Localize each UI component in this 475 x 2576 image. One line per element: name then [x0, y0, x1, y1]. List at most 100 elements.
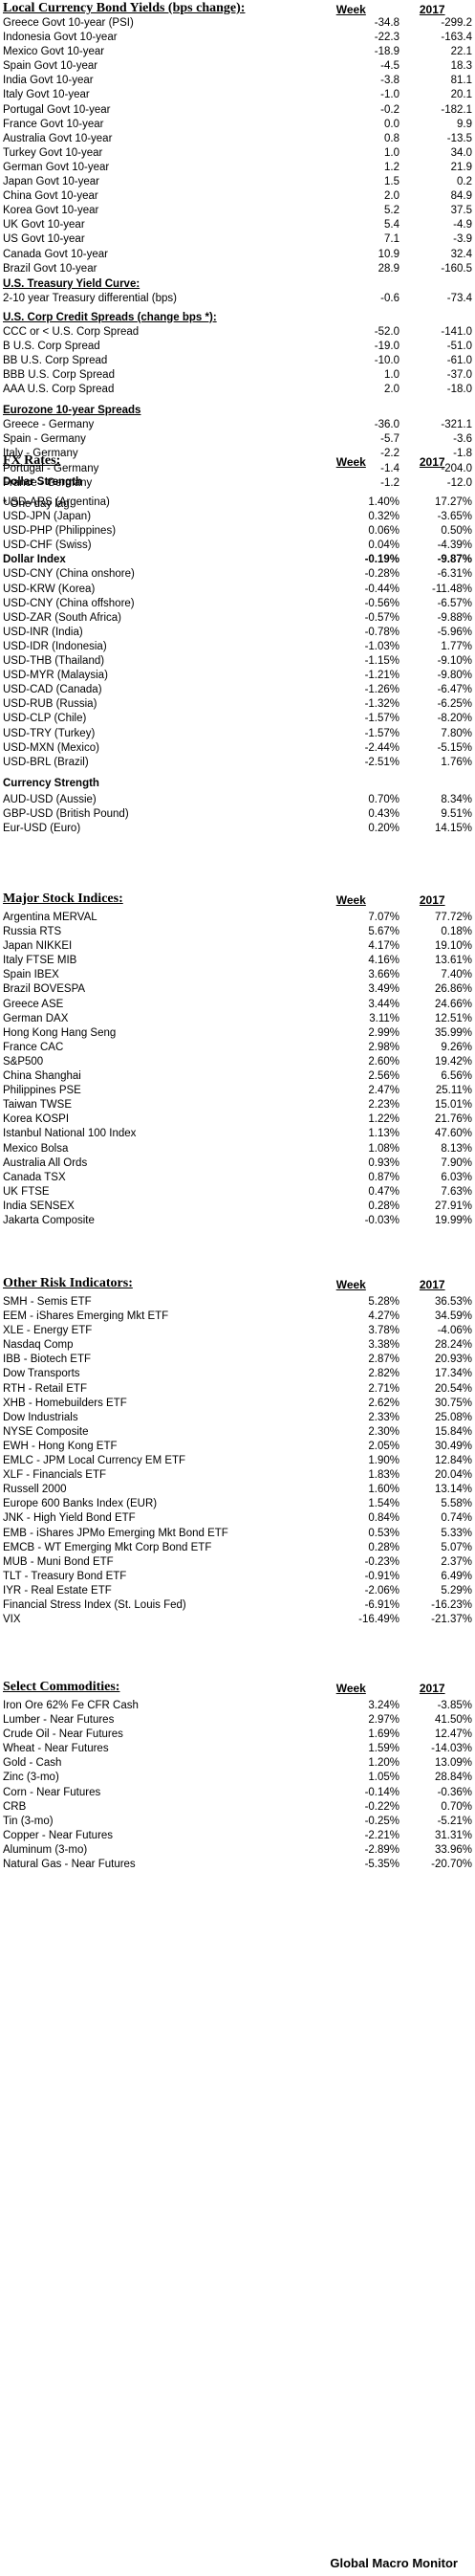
table-row: 2-10 year Treasury differential (bps) -0.… [0, 292, 475, 306]
ytd-column-header: 2017 [419, 455, 445, 469]
ytd-value: 30.75% [434, 1397, 472, 1409]
row-label: France - Germany [3, 476, 93, 489]
row-label: Italy Govt 10-year [3, 89, 90, 101]
week-value: -22.3 [374, 32, 399, 44]
table-row: Brazil Govt 10-year 28.9 -160.5 [0, 262, 475, 276]
risk-indicators-section: Other Risk Indicators: Week 2017 SMH - S… [0, 1275, 475, 1631]
table-row: USD-CNY (China offshore) -0.56% -6.57% [0, 597, 475, 611]
table-row: Korea Govt 10-year 5.2 37.5 [0, 204, 475, 218]
week-value: -0.25% [364, 1815, 399, 1827]
ytd-value: 6.49% [441, 1570, 472, 1582]
table-row: Russell 2000 1.60% 13.14% [0, 1483, 475, 1497]
row-label: XLF - Financials ETF [3, 1469, 106, 1482]
week-value: -5.7 [380, 433, 399, 446]
week-value: -4.5 [380, 60, 399, 73]
ytd-value: 47.60% [434, 1128, 472, 1140]
ytd-value: 5.58% [441, 1498, 472, 1510]
week-value: 3.24% [368, 1700, 399, 1711]
week-value: 0.47% [368, 1185, 399, 1198]
week-value: 2.05% [368, 1440, 399, 1452]
table-row: Turkey Govt 10-year 1.0 34.0 [0, 146, 475, 161]
ytd-value: 7.80% [441, 727, 472, 739]
row-label: USD-JPN (Japan) [3, 511, 92, 523]
week-value: 3.49% [368, 983, 399, 996]
row-label: AUD-USD (Aussie) [3, 793, 97, 805]
week-value: 0.20% [368, 822, 399, 834]
table-row: Corn - Near Futures -0.14% -0.36% [0, 1786, 475, 1800]
row-label: Tin (3-mo) [3, 1815, 54, 1827]
table-row: Russia RTS 5.67% 0.18% [0, 925, 475, 939]
table-row: MUB - Muni Bond ETF -0.23% 2.37% [0, 1555, 475, 1570]
ytd-value: 37.5 [450, 205, 472, 217]
row-label: USD-PHP (Philippines) [3, 525, 117, 538]
week-value: -16.49% [358, 1614, 399, 1626]
week-value: -34.8 [374, 17, 399, 29]
ytd-value: -6.31% [437, 568, 472, 581]
week-value: -0.78% [364, 626, 399, 638]
row-label: RTH - Retail ETF [3, 1382, 87, 1395]
credit-spreads-subtitle: U.S. Corp Credit Spreads (change bps *): [3, 311, 217, 323]
table-row: EMCB - WT Emerging Mkt Corp Bond ETF 0.28… [0, 1541, 475, 1555]
row-label: Japan NIKKEI [3, 940, 73, 953]
table-row: EMLC - JPM Local Currency EM ETF 1.90% 12.… [0, 1454, 475, 1468]
row-label: EMLC - JPM Local Currency EM ETF [3, 1455, 186, 1467]
row-label: BB U.S. Corp Spread [3, 354, 108, 366]
row-label: USD-THB (Thailand) [3, 655, 105, 668]
row-label: GBP-USD (British Pound) [3, 807, 129, 820]
ytd-value: -3.9 [453, 233, 472, 246]
ytd-value: -61.0 [446, 354, 472, 366]
row-label: Turkey Govt 10-year [3, 146, 103, 159]
ytd-value: -141.0 [441, 325, 472, 338]
row-label: USD-TRY (Turkey) [3, 727, 96, 739]
section-title: Major Stock Indices: [3, 892, 123, 906]
ytd-value: -3.85% [437, 1700, 472, 1711]
table-row: India Govt 10-year -3.8 81.1 [0, 74, 475, 88]
week-value: 0.93% [368, 1156, 399, 1169]
row-label: India SENSEX [3, 1200, 75, 1212]
ytd-value: -21.37% [431, 1614, 472, 1626]
row-label: Hong Kong Hang Seng [3, 1026, 117, 1039]
row-label: Zinc (3-mo) [3, 1772, 59, 1784]
ytd-value: 28.24% [434, 1339, 472, 1352]
table-row: Italy - Germany -2.2 -1.8 [0, 447, 475, 461]
ytd-value: -9.88% [437, 611, 472, 624]
week-column-header: Week [335, 455, 366, 469]
week-value: 0.28% [368, 1200, 399, 1212]
week-value: -0.28% [364, 568, 399, 581]
risk-header: Other Risk Indicators: Week 2017 [0, 1275, 475, 1291]
row-label: NYSE Composite [3, 1425, 89, 1438]
ytd-value: 19.10% [434, 940, 472, 953]
ytd-value: 1.77% [441, 640, 472, 652]
week-value: 1.59% [368, 1743, 399, 1755]
week-value: 1.0 [384, 369, 399, 382]
row-label: Canada TSX [3, 1171, 66, 1183]
row-label: German Govt 10-year [3, 161, 110, 173]
row-label: 2-10 year Treasury differential (bps) [3, 292, 177, 304]
table-row: Mexico Govt 10-year -18.9 22.1 [0, 45, 475, 59]
row-label: USD-CLP (Chile) [3, 713, 87, 725]
table-row: NYSE Composite 2.30% 15.84% [0, 1425, 475, 1440]
week-value: -2.06% [364, 1584, 399, 1596]
ytd-value: 5.07% [441, 1541, 472, 1553]
week-value: 3.11% [369, 1012, 399, 1024]
week-value: 5.4 [384, 219, 399, 231]
ytd-value: -4.9 [453, 219, 472, 231]
row-label: S&P500 [3, 1055, 44, 1068]
row-label: AAA U.S. Corp Spread [3, 384, 115, 396]
credit-spreads-table: CCC or < U.S. Corp Spread -52.0 -141.0 B U.… [0, 325, 475, 397]
week-value: 1.5 [384, 176, 399, 188]
table-row: AAA U.S. Corp Spread 2.0 -18.0 [0, 383, 475, 397]
week-value: 4.16% [368, 955, 399, 967]
table-row: Japan NIKKEI 4.17% 19.10% [0, 939, 475, 954]
week-value: 1.0 [384, 146, 399, 159]
ytd-value: 5.29% [441, 1584, 472, 1596]
table-row: Dow Transports 2.82% 17.34% [0, 1367, 475, 1381]
table-row: USD-INR (India) -0.78% -5.96% [0, 626, 475, 640]
ytd-value: 28.84% [434, 1772, 472, 1784]
table-row: VIX -16.49% -21.37% [0, 1613, 475, 1627]
row-label: USD-CNY (China offshore) [3, 597, 135, 609]
week-value: 2.97% [368, 1714, 399, 1727]
week-value: 1.83% [368, 1469, 399, 1482]
row-label: VIX [3, 1614, 21, 1626]
